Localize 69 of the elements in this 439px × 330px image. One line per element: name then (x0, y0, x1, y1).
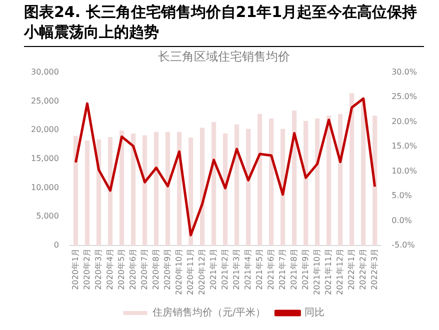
x-tick-label: 2020年5月 (116, 248, 126, 290)
y2-tick-label: 20.0% (392, 116, 418, 126)
bar (154, 132, 159, 246)
x-tick-label: 2021年6月 (266, 248, 276, 290)
legend-label: 同比 (304, 306, 325, 319)
y2-tick-label: 0.0% (392, 216, 412, 225)
x-tick-label: 2020年11月 (186, 248, 195, 296)
y-tick-label: 30,000 (30, 67, 59, 76)
bar (108, 137, 113, 246)
x-tick-label: 2020年2月 (82, 248, 92, 290)
bar (361, 98, 366, 246)
y-tick-label: 25,000 (30, 96, 59, 106)
x-tick-label: 2022年2月 (358, 248, 368, 290)
x-tick-label: 2021年7月 (278, 248, 287, 290)
bar (304, 120, 308, 246)
bar (222, 134, 228, 246)
x-tick-label: 2020年4月 (105, 248, 114, 290)
bar (119, 130, 124, 246)
x-tick-label: 2020年7月 (140, 248, 149, 290)
y2-tick-label: 10.0% (392, 166, 418, 176)
x-tick-label: 2021年8月 (289, 248, 298, 290)
y2-tick-label: 25.0% (392, 92, 418, 102)
x-tick-label: 2021年5月 (254, 248, 264, 290)
bar (211, 122, 216, 246)
bar (258, 114, 262, 246)
y2-tick-label: 15.0% (392, 142, 418, 151)
y-tick-label: 15,000 (30, 154, 59, 164)
y2-tick-label: 5.0% (392, 191, 412, 200)
y-tick-label: 5,000 (36, 212, 59, 221)
x-tick-label: 2020年6月 (128, 248, 138, 290)
x-tick-label: 2022年1月 (346, 248, 356, 290)
bar (315, 118, 320, 246)
bar (84, 140, 90, 246)
bar (292, 110, 297, 246)
bar (338, 114, 343, 246)
x-tick-label: 2021年2月 (220, 248, 230, 290)
x-tick-label: 2021年9月 (300, 248, 310, 290)
bar (130, 134, 136, 246)
x-tick-label: 2020年3月 (94, 248, 103, 290)
x-tick-label: 2021年4月 (243, 248, 252, 290)
bar (326, 116, 332, 246)
x-tick-label: 2021年12月 (335, 248, 344, 296)
chart-subtitle: 图表24. 长三角住宅销售均价自21年1月起至今在高位保持小幅震荡向上的趋势 (24, 2, 424, 47)
bar (73, 136, 78, 246)
bar (200, 128, 205, 246)
x-tick-label: 2021年10月 (312, 248, 322, 296)
y2-tick-label: 30.0% (392, 67, 418, 76)
x-tick-label: 2020年8月 (151, 248, 160, 290)
bar (350, 93, 354, 246)
bar (234, 124, 240, 246)
x-tick-label: 2022年3月 (370, 248, 379, 290)
x-tick-label: 2020年12月 (197, 248, 206, 296)
y-tick-label: 10,000 (30, 182, 59, 192)
y-tick-label: 0 (54, 240, 59, 250)
y-tick-label: 20,000 (30, 125, 59, 134)
bar (246, 128, 251, 246)
x-tick-label: 2020年10月 (174, 248, 184, 296)
x-tick-label: 2021年11月 (324, 248, 333, 296)
legend-label: 住房销售均价（元/平米） (152, 306, 266, 319)
bar (142, 135, 148, 246)
x-tick-label: 2020年9月 (162, 248, 172, 290)
x-tick-label: 2021年1月 (208, 248, 218, 290)
y2-tick-label: -5.0% (392, 240, 416, 250)
x-tick-label: 2021年3月 (232, 248, 241, 290)
x-tick-label: 2020年1月 (70, 248, 80, 290)
bar (372, 116, 378, 246)
bar (165, 132, 170, 246)
chart-title: 长三角区域住宅销售均价 (158, 49, 290, 64)
bar (269, 118, 274, 246)
